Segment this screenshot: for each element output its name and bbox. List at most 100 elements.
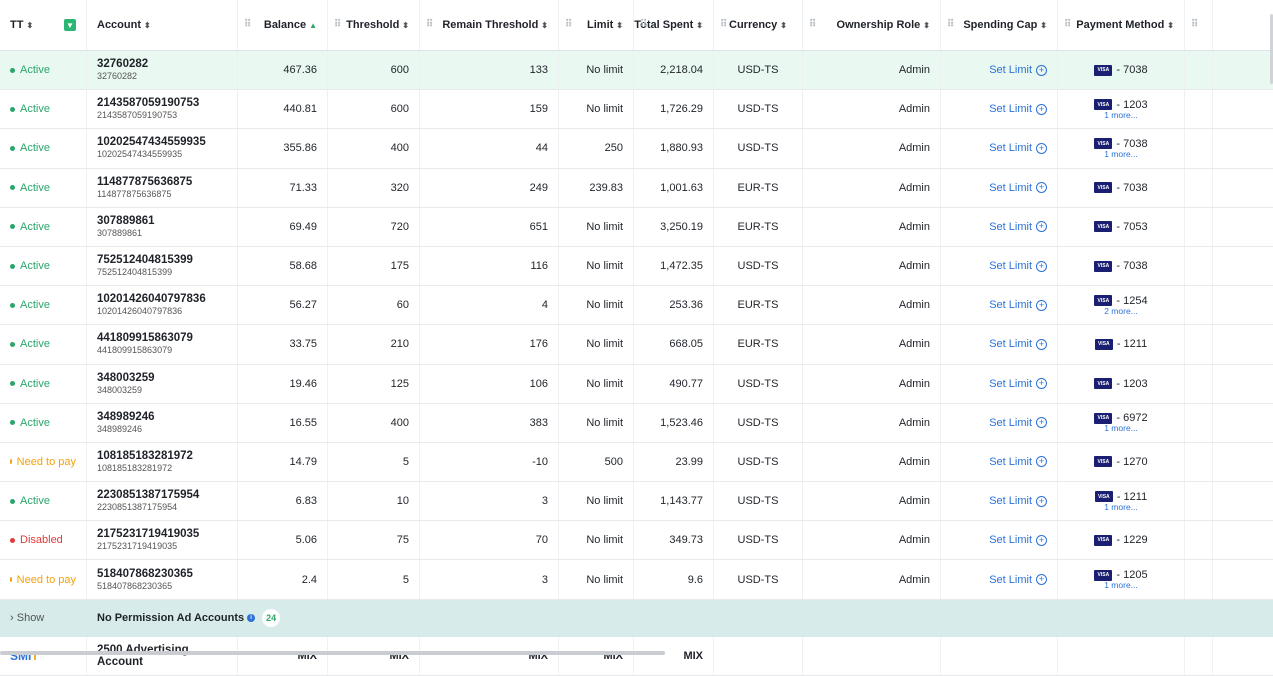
table-row[interactable]: Active 2230851387175954 2230851387175954 6.… xyxy=(0,482,1273,522)
sort-icon[interactable]: ⬍ xyxy=(696,20,703,30)
table-row[interactable]: Active 752512404815399 752512404815399 58.6… xyxy=(0,246,1273,287)
more-cards-link[interactable]: 1 more... xyxy=(1104,148,1138,159)
account-cell[interactable]: 752512404815399 752512404815399 xyxy=(87,246,238,286)
account-cell[interactable]: 518407868230365 518407868230365 xyxy=(87,560,238,599)
header-extra[interactable]: ⠿ xyxy=(1185,0,1213,50)
header-account[interactable]: Account ⬍ xyxy=(87,0,238,50)
horizontal-scrollbar[interactable] xyxy=(0,651,665,655)
drag-handle-icon[interactable]: ⠿ xyxy=(565,19,572,30)
drag-handle-icon[interactable]: ⠿ xyxy=(244,19,251,30)
header-total-spent[interactable]: ⠿ Total Spent ⬍ xyxy=(634,0,714,50)
plus-circle-icon[interactable]: + xyxy=(1036,103,1047,115)
drag-handle-icon[interactable]: ⠿ xyxy=(1191,19,1198,30)
set-limit-link[interactable]: Set Limit + xyxy=(989,495,1047,507)
header-spending-cap[interactable]: ⠿ Spending Cap ⬍ xyxy=(941,0,1058,50)
plus-circle-icon[interactable]: + xyxy=(1036,338,1047,350)
table-row[interactable]: Need to pay 518407868230365 51840786823036… xyxy=(0,560,1273,600)
account-cell[interactable]: 348003259 348003259 xyxy=(87,364,238,403)
account-cell[interactable]: 441809915863079 441809915863079 xyxy=(87,325,238,364)
set-limit-link[interactable]: Set Limit + xyxy=(989,142,1047,154)
more-cards-link[interactable]: 1 more... xyxy=(1104,423,1138,434)
plus-circle-icon[interactable]: + xyxy=(1036,378,1047,390)
account-name[interactable]: 2143587059190753 xyxy=(97,97,200,110)
more-cards-link[interactable]: 2 more... xyxy=(1104,305,1138,316)
drag-handle-icon[interactable]: ⠿ xyxy=(947,19,954,30)
account-cell[interactable]: 2143587059190753 2143587059190753 xyxy=(87,90,238,129)
no-permission-row[interactable]: › Show No Permission Ad Accounts i 24 xyxy=(0,599,1273,637)
table-row[interactable]: Active 32760282 32760282 467.36 600 133 No lim… xyxy=(0,51,1273,91)
sort-icon[interactable]: ⬍ xyxy=(541,20,548,30)
account-name[interactable]: 2230851387175954 xyxy=(97,489,200,502)
header-payment-method[interactable]: ⠿ Payment Method ⬍ xyxy=(1058,0,1185,50)
table-row[interactable]: Need to pay 108185183281972 10818518328197… xyxy=(0,442,1273,483)
table-row[interactable]: Active 10201426040797836 10201426040797836… xyxy=(0,286,1273,326)
plus-circle-icon[interactable]: + xyxy=(1036,182,1047,194)
drag-handle-icon[interactable]: ⠿ xyxy=(334,19,341,30)
sort-icon[interactable]: ⬍ xyxy=(1167,20,1174,30)
account-name[interactable]: 108185183281972 xyxy=(97,449,193,462)
account-cell[interactable]: 2175231719419035 2175231719419035 xyxy=(87,521,238,560)
account-cell[interactable]: 10202547434559935 10202547434559935 xyxy=(87,129,238,168)
table-row[interactable]: Active 441809915863079 441809915863079 33.7… xyxy=(0,325,1273,365)
header-ownership-role[interactable]: ⠿ Ownership Role ⬍ xyxy=(803,0,941,50)
set-limit-link[interactable]: Set Limit + xyxy=(989,456,1047,468)
set-limit-link[interactable]: Set Limit + xyxy=(989,378,1047,390)
drag-handle-icon[interactable]: ⠿ xyxy=(426,19,433,30)
sort-asc-icon[interactable]: ▲ xyxy=(309,20,317,30)
more-cards-link[interactable]: 1 more... xyxy=(1104,580,1138,591)
header-balance[interactable]: ⠿ Balance ▲ xyxy=(238,0,328,50)
account-name[interactable]: 10201426040797836 xyxy=(97,293,206,306)
account-name[interactable]: 348989246 xyxy=(97,410,155,423)
header-remain-threshold[interactable]: ⠿ Remain Threshold ⬍ xyxy=(420,0,559,50)
set-limit-link[interactable]: Set Limit + xyxy=(989,182,1047,194)
account-name[interactable]: 348003259 xyxy=(97,371,155,384)
account-name[interactable]: 10202547434559935 xyxy=(97,136,206,149)
vertical-scrollbar[interactable] xyxy=(1270,14,1273,84)
plus-circle-icon[interactable]: + xyxy=(1036,534,1047,546)
account-cell[interactable]: 32760282 32760282 xyxy=(87,51,238,90)
plus-circle-icon[interactable]: + xyxy=(1036,64,1047,76)
account-name[interactable]: 752512404815399 xyxy=(97,254,193,267)
drag-handle-icon[interactable]: ⠿ xyxy=(1064,19,1071,30)
more-cards-link[interactable]: 1 more... xyxy=(1104,501,1138,512)
drag-handle-icon[interactable]: ⠿ xyxy=(640,19,647,30)
table-row[interactable]: Active 114877875636875 114877875636875 71.3… xyxy=(0,168,1273,208)
sort-icon[interactable]: ⬍ xyxy=(923,20,930,30)
table-row[interactable]: Active 307889861 307889861 69.49 720 651 No li… xyxy=(0,207,1273,247)
header-currency[interactable]: ⠿ Currency ⬍ xyxy=(714,0,803,50)
plus-circle-icon[interactable]: + xyxy=(1036,417,1047,429)
sort-icon[interactable]: ⬍ xyxy=(616,20,623,30)
account-name[interactable]: 441809915863079 xyxy=(97,332,193,345)
set-limit-link[interactable]: Set Limit + xyxy=(989,417,1047,429)
header-limit[interactable]: ⠿ Limit ⬍ xyxy=(559,0,634,50)
table-row[interactable]: Disabled 2175231719419035 2175231719419035… xyxy=(0,521,1273,561)
table-row[interactable]: Active 348989246 348989246 16.55 400 383 No li… xyxy=(0,403,1273,443)
sort-icon[interactable]: ⬍ xyxy=(402,20,409,30)
header-threshold[interactable]: ⠿ Threshold ⬍ xyxy=(328,0,420,50)
set-limit-link[interactable]: Set Limit + xyxy=(989,299,1047,311)
set-limit-link[interactable]: Set Limit + xyxy=(989,534,1047,546)
show-toggle[interactable]: › Show xyxy=(10,612,45,625)
sort-icon[interactable]: ⬍ xyxy=(1040,20,1047,30)
plus-circle-icon[interactable]: + xyxy=(1036,299,1047,311)
plus-circle-icon[interactable]: + xyxy=(1036,456,1047,468)
plus-circle-icon[interactable]: + xyxy=(1036,221,1047,233)
account-name[interactable]: 2175231719419035 xyxy=(97,528,200,541)
set-limit-link[interactable]: Set Limit + xyxy=(989,260,1047,272)
sort-icon[interactable]: ⬍ xyxy=(26,20,34,30)
set-limit-link[interactable]: Set Limit + xyxy=(989,338,1047,350)
set-limit-link[interactable]: Set Limit + xyxy=(989,221,1047,233)
account-name[interactable]: 307889861 xyxy=(97,214,155,227)
set-limit-link[interactable]: Set Limit + xyxy=(989,103,1047,115)
account-cell[interactable]: 108185183281972 108185183281972 xyxy=(87,442,238,482)
header-tt[interactable]: TT ⬍ ▼ xyxy=(0,0,87,50)
set-limit-link[interactable]: Set Limit + xyxy=(989,574,1047,586)
drag-handle-icon[interactable]: ⠿ xyxy=(809,19,816,30)
set-limit-link[interactable]: Set Limit + xyxy=(989,64,1047,76)
account-name[interactable]: 32760282 xyxy=(97,58,149,71)
table-row[interactable]: Active 10202547434559935 10202547434559935… xyxy=(0,129,1273,169)
account-cell[interactable]: 307889861 307889861 xyxy=(87,207,238,246)
more-cards-link[interactable]: 1 more... xyxy=(1104,109,1138,120)
sort-icon[interactable]: ⬍ xyxy=(144,20,151,30)
table-row[interactable]: Active 2143587059190753 2143587059190753 44… xyxy=(0,90,1273,130)
